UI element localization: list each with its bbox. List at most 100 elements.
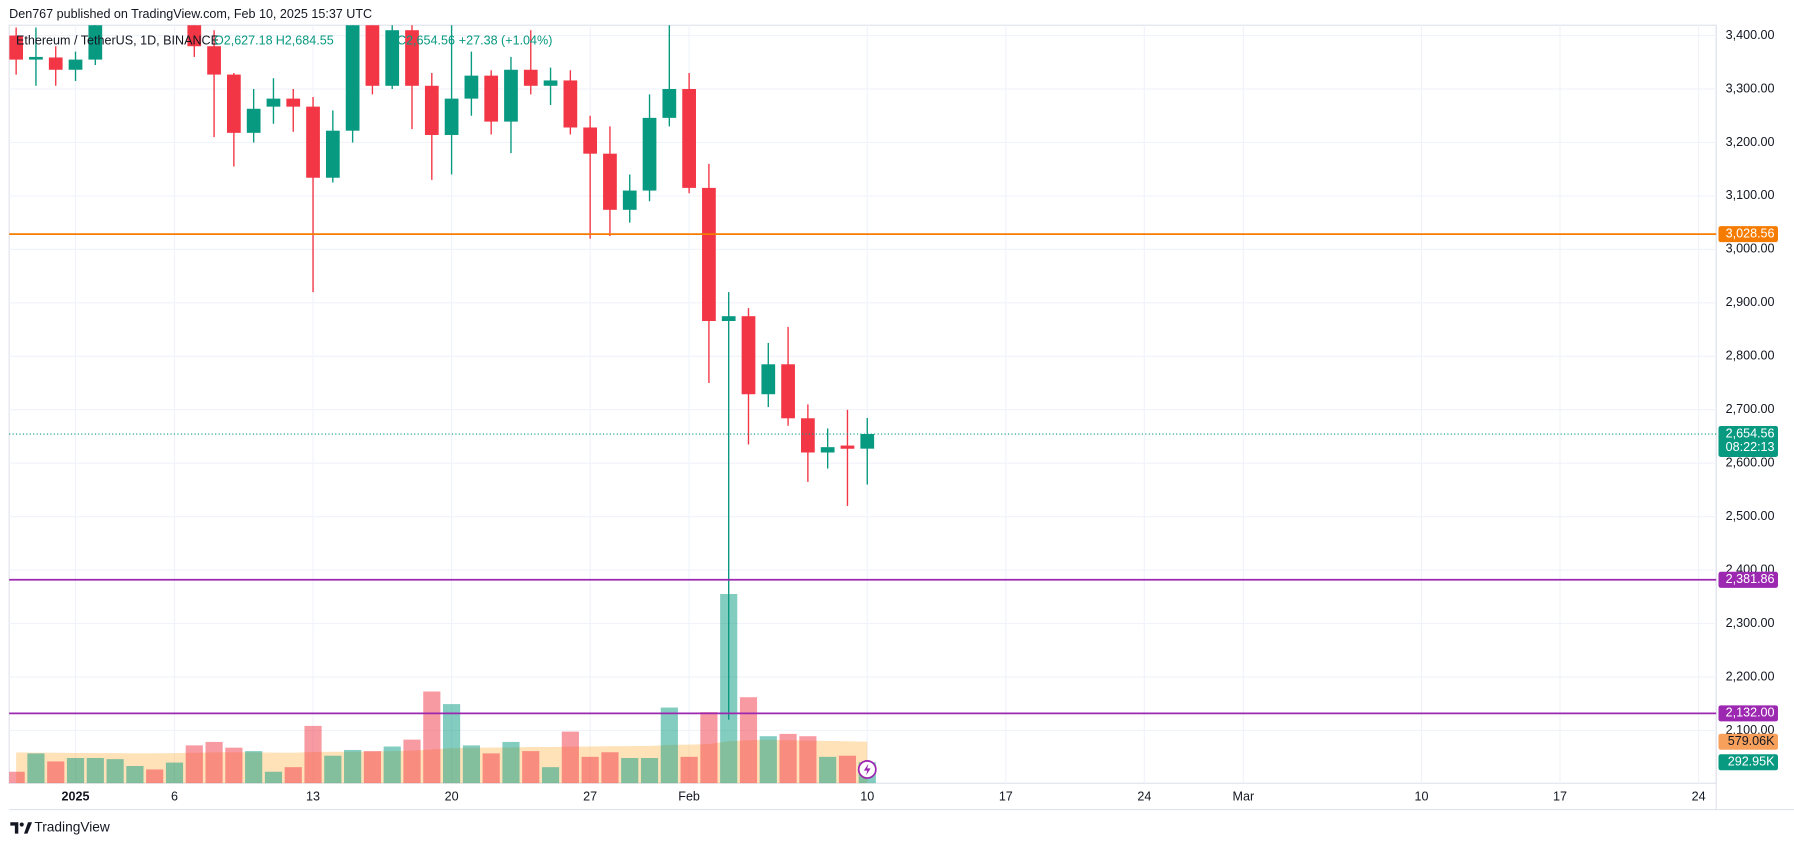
candle-body [484, 75, 499, 122]
candle-body [444, 98, 459, 135]
footer: TradingView [34, 820, 110, 835]
candle-body [583, 127, 598, 154]
candle-body [721, 316, 736, 321]
y-tick-label: 2,100.00 [1726, 723, 1775, 737]
candle-body [820, 447, 835, 453]
x-tick-label: 20 [445, 789, 459, 803]
volume-bar [66, 757, 85, 784]
volume-bar [601, 752, 619, 784]
candle-body [424, 85, 439, 135]
candle-body [88, 25, 103, 60]
price-label: 2,654.56 [1726, 426, 1775, 440]
volume-bar [86, 757, 104, 784]
candle-body [662, 89, 677, 118]
x-tick-label: 2025 [62, 789, 90, 803]
volume-tag [1718, 754, 1778, 771]
candle-body [781, 364, 795, 419]
candle-body [207, 46, 221, 75]
legend-close: C2,654.56 [397, 34, 455, 48]
volume-bar [225, 747, 243, 784]
candle-body [702, 187, 716, 321]
volume-bar [640, 757, 659, 784]
y-tick-label: 2,600.00 [1726, 456, 1775, 470]
volume-bar [700, 712, 718, 784]
volume-pane [9, 594, 876, 784]
candle-body [325, 130, 340, 178]
candle-body [48, 57, 63, 70]
candle-body [345, 25, 360, 131]
x-tick-label: 13 [306, 789, 320, 803]
x-tick-label: 27 [583, 789, 597, 803]
candle-body [365, 25, 380, 86]
volume-bar [245, 751, 263, 784]
candle-body [286, 98, 301, 107]
x-tick-label: 17 [1553, 789, 1567, 803]
volume-bar [27, 753, 45, 784]
volume-bar [660, 707, 678, 784]
volume-bar [779, 733, 797, 784]
x-tick-label: Feb [678, 789, 700, 803]
candle-body [622, 190, 637, 210]
legend-high: H2,684.55 [276, 34, 334, 48]
axes: 2,100.002,200.002,300.002,400.002,500.00… [62, 28, 1778, 803]
candle-body [266, 98, 281, 107]
candle-body [801, 418, 815, 453]
volume-bar [403, 739, 421, 784]
y-tick-label: 3,200.00 [1726, 135, 1775, 149]
grid [9, 25, 1717, 784]
candle-body [563, 80, 578, 128]
volume-bar [264, 771, 283, 784]
y-tick-label: 2,200.00 [1726, 669, 1775, 683]
y-tick-label: 2,500.00 [1726, 509, 1775, 523]
y-tick-label: 2,800.00 [1726, 349, 1775, 363]
candle-body [860, 434, 875, 449]
x-tick-label: 10 [1414, 789, 1428, 803]
volume-bar [383, 746, 401, 784]
x-tick-label: 24 [1692, 789, 1706, 803]
volume-bar [739, 697, 758, 784]
volume-label: 292.95K [1728, 755, 1775, 769]
volume-bar [304, 725, 322, 784]
volume-bar [363, 751, 382, 784]
level-tag [1718, 226, 1778, 243]
volume-bar [185, 745, 203, 784]
volume-bar [581, 756, 599, 784]
candle-body [405, 30, 419, 86]
volume-bar [561, 731, 579, 784]
volume-bar [482, 753, 500, 784]
volume-label: 579.06K [1728, 734, 1775, 748]
x-tick-label: Mar [1233, 789, 1255, 803]
volume-bar [344, 749, 362, 784]
legend-open: O2,627.18 [214, 34, 273, 48]
volume-bar [423, 691, 441, 784]
candle-body [840, 445, 855, 449]
x-tick-label: 10 [860, 789, 874, 803]
candle-body [682, 89, 696, 188]
y-tick-label: 2,900.00 [1726, 295, 1775, 309]
x-tick-label: 6 [171, 789, 178, 803]
volume-bar [462, 745, 480, 784]
volume-bar [799, 736, 817, 784]
level-tag [1718, 705, 1778, 722]
volume-bar [443, 704, 461, 784]
candle-body [504, 69, 518, 122]
candle-body [29, 56, 43, 60]
candle-body [68, 59, 83, 70]
legend-change: +27.38 (+1.04%) [459, 34, 553, 48]
volume-bar [502, 741, 520, 784]
candle-body [9, 35, 24, 60]
volume-bar [522, 751, 540, 784]
y-tick-label: 3,300.00 [1726, 81, 1775, 95]
candle-body [543, 80, 558, 86]
candle-body [642, 117, 657, 191]
candle-body [761, 364, 776, 395]
y-tick-label: 3,400.00 [1726, 28, 1775, 42]
header: Den767 published on TradingView.com, Feb… [9, 7, 372, 21]
x-tick-label: 17 [999, 789, 1013, 803]
level-label: 3,028.56 [1726, 226, 1775, 240]
volume-bar [146, 769, 164, 784]
x-tick-label: 24 [1137, 789, 1151, 803]
level-label: 2,132.00 [1726, 706, 1775, 720]
candle-body [306, 106, 320, 178]
